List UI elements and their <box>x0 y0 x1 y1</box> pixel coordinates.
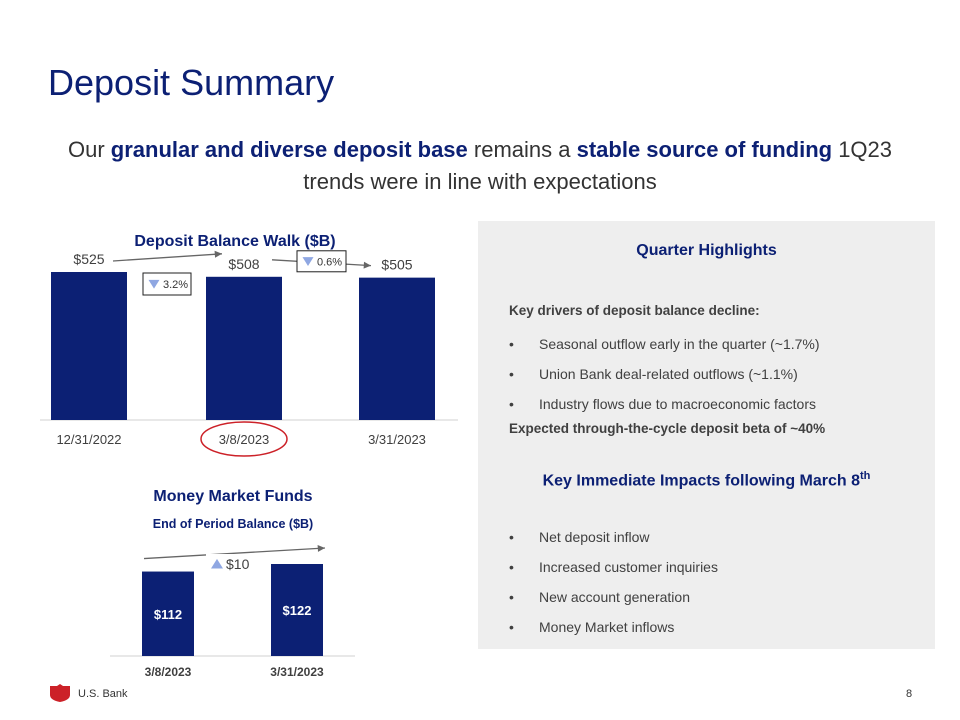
data-label: $508 <box>228 256 259 272</box>
change-label: 0.6% <box>317 256 342 268</box>
list-item: Seasonal outflow early in the quarter (~… <box>509 329 820 359</box>
deposit-beta-note: Expected through-the-cycle deposit beta … <box>509 421 826 436</box>
impacts-list: Net deposit inflow Increased customer in… <box>509 522 718 642</box>
page-subtitle: Our granular and diverse deposit base re… <box>40 134 920 198</box>
money-market-funds-chart: Money Market Funds End of Period Balance… <box>110 488 355 679</box>
subtitle-emphasis: stable source of funding <box>576 137 833 162</box>
connector-arrow <box>112 253 223 262</box>
list-item: Industry flows due to macroeconomic fact… <box>509 389 820 419</box>
arrowhead <box>363 261 371 269</box>
list-item: Money Market inflows <box>509 612 718 642</box>
subtitle-part: remains a <box>467 137 577 162</box>
x-tick-label: 3/31/2023 <box>270 665 324 679</box>
highlight-circle <box>200 421 288 457</box>
change-box <box>296 250 347 273</box>
subtitle-part: 1Q23 trends were in line with expectatio… <box>303 137 893 194</box>
list-item: Net deposit inflow <box>509 522 718 552</box>
change-box <box>142 272 192 296</box>
x-tick-label: 3/8/2023 <box>219 432 270 447</box>
arrowhead <box>214 250 222 258</box>
subtitle-part: Our <box>67 137 111 162</box>
bar <box>359 277 435 420</box>
bar <box>206 276 282 420</box>
drivers-heading: Key drivers of deposit balance decline: <box>509 303 760 318</box>
up-triangle-icon <box>211 558 223 569</box>
subtitle-emphasis: granular and diverse deposit base <box>110 137 468 162</box>
drivers-list: Seasonal outflow early in the quarter (~… <box>509 329 820 419</box>
change-label: $10 <box>226 556 250 572</box>
x-tick-label: 3/8/2023 <box>145 665 192 679</box>
chart-subtitle: End of Period Balance ($B) <box>153 517 313 531</box>
chart-title: Deposit Balance Walk ($B) <box>134 233 335 250</box>
data-label: $505 <box>381 257 412 273</box>
bar <box>271 564 323 656</box>
impacts-title: Key Immediate Impacts following March 8t… <box>478 470 935 490</box>
chart-title: Money Market Funds <box>153 488 312 505</box>
page-number: 8 <box>906 688 913 700</box>
x-tick-label: 3/31/2023 <box>368 432 426 447</box>
deposit-balance-walk-chart: Deposit Balance Walk ($B) $525 12/31/2022… <box>40 233 458 457</box>
page-title: Deposit Summary <box>48 62 335 103</box>
data-label: $122 <box>283 603 312 618</box>
down-triangle-icon <box>302 257 314 266</box>
list-item: New account generation <box>509 582 718 612</box>
change-label: 3.2% <box>163 279 188 291</box>
us-bank-shield-icon <box>50 684 70 702</box>
list-item: Union Bank deal-related outflows (~1.1%) <box>509 359 820 389</box>
list-item: Increased customer inquiries <box>509 552 718 582</box>
x-tick-label: 12/31/2022 <box>56 432 121 447</box>
data-label: $525 <box>73 251 104 267</box>
arrowhead <box>317 544 325 552</box>
footer-brand: U.S. Bank <box>78 688 128 700</box>
change-label-background <box>206 554 252 574</box>
down-triangle-icon <box>148 279 160 289</box>
impacts-title-sup: th <box>860 470 871 482</box>
quarter-highlights-panel: Quarter Highlights Key drivers of deposi… <box>478 221 935 649</box>
bar <box>51 272 127 420</box>
bar <box>142 571 194 656</box>
data-label: $112 <box>154 607 182 622</box>
connector-arrow <box>143 547 326 560</box>
highlights-title: Quarter Highlights <box>636 242 777 259</box>
impacts-title-text: Key Immediate Impacts following March 8 <box>542 472 861 490</box>
